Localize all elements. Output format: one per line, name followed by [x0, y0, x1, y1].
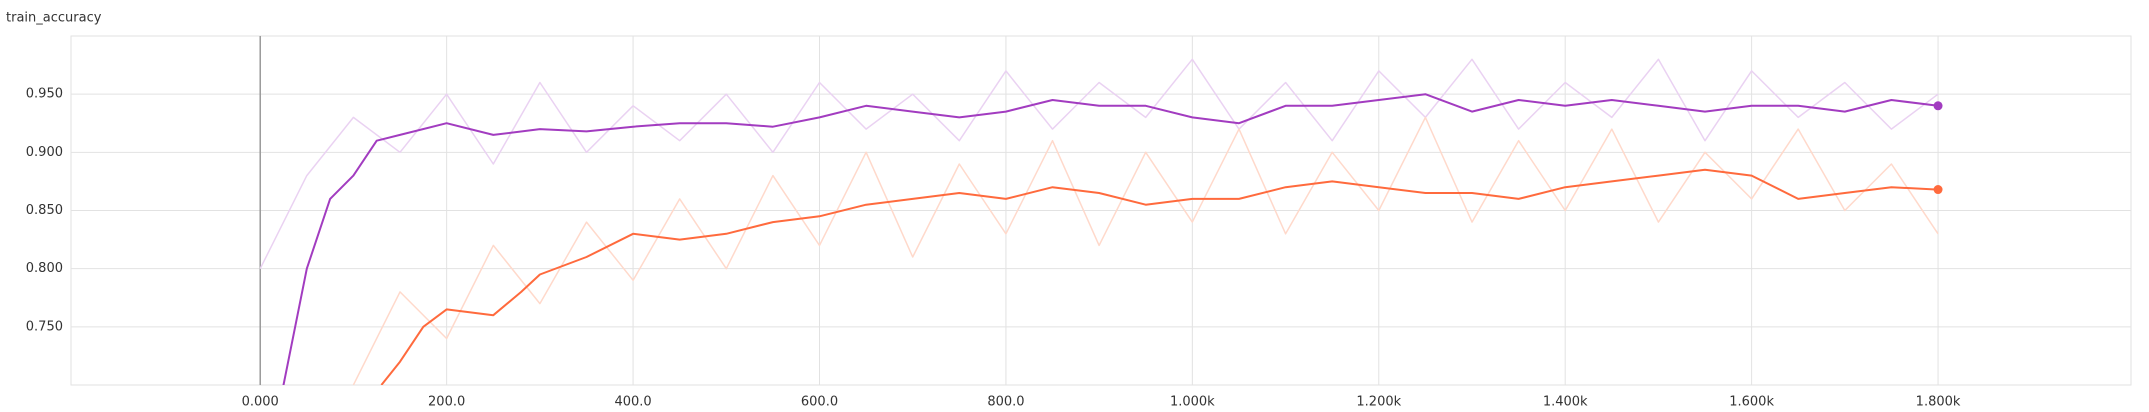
chart-title: train_accuracy [6, 11, 102, 26]
y-tick-label: 0.850 [26, 203, 63, 218]
x-tick-label: 800.0 [987, 395, 1024, 410]
y-tick-label: 0.800 [26, 261, 63, 276]
x-tick-label: 0.000 [242, 395, 279, 410]
lines [259, 58, 1939, 385]
end-dot [1933, 101, 1943, 111]
x-tick-label: 200.0 [428, 395, 465, 410]
end-dot [1933, 185, 1943, 195]
x-tick-label: 1.400k [1543, 395, 1588, 410]
series-line [352, 116, 1939, 385]
x-tick-label: 1.200k [1356, 395, 1401, 410]
x-tick-label: 400.0 [614, 395, 651, 410]
y-tick-label: 0.950 [26, 87, 63, 102]
x-tick-label: 1.600k [1729, 395, 1774, 410]
x-tick-label: 600.0 [801, 395, 838, 410]
y-tick-label: 0.900 [26, 145, 63, 160]
series-line [259, 58, 1939, 270]
series-line [380, 168, 1939, 385]
series-line [282, 93, 1939, 385]
x-tick-label: 1.000k [1170, 395, 1215, 410]
labels: 0.750 0.800 0.850 0.900 0.950 0.000 200.0 400.0… [26, 87, 1961, 410]
x-tick-label: 1.800k [1916, 395, 1961, 410]
y-tick-label: 0.750 [26, 319, 63, 334]
